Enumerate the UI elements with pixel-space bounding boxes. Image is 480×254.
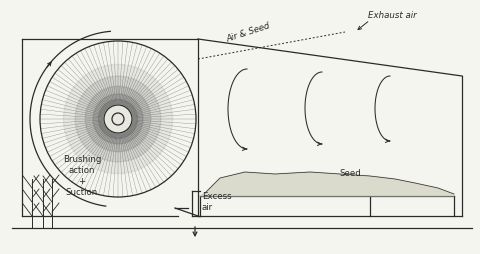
Circle shape (93, 94, 143, 144)
Text: Brushing
action
+
Suction: Brushing action + Suction (63, 155, 101, 197)
Circle shape (63, 65, 173, 173)
Circle shape (112, 113, 124, 125)
Text: Excess
air: Excess air (202, 192, 232, 212)
Text: Seed: Seed (339, 169, 361, 179)
Circle shape (104, 105, 132, 133)
Text: Air & Seed: Air & Seed (225, 21, 271, 44)
Circle shape (75, 76, 161, 162)
Text: Exhaust air: Exhaust air (368, 11, 417, 21)
Polygon shape (200, 172, 454, 196)
Circle shape (85, 86, 151, 152)
Circle shape (98, 100, 137, 138)
